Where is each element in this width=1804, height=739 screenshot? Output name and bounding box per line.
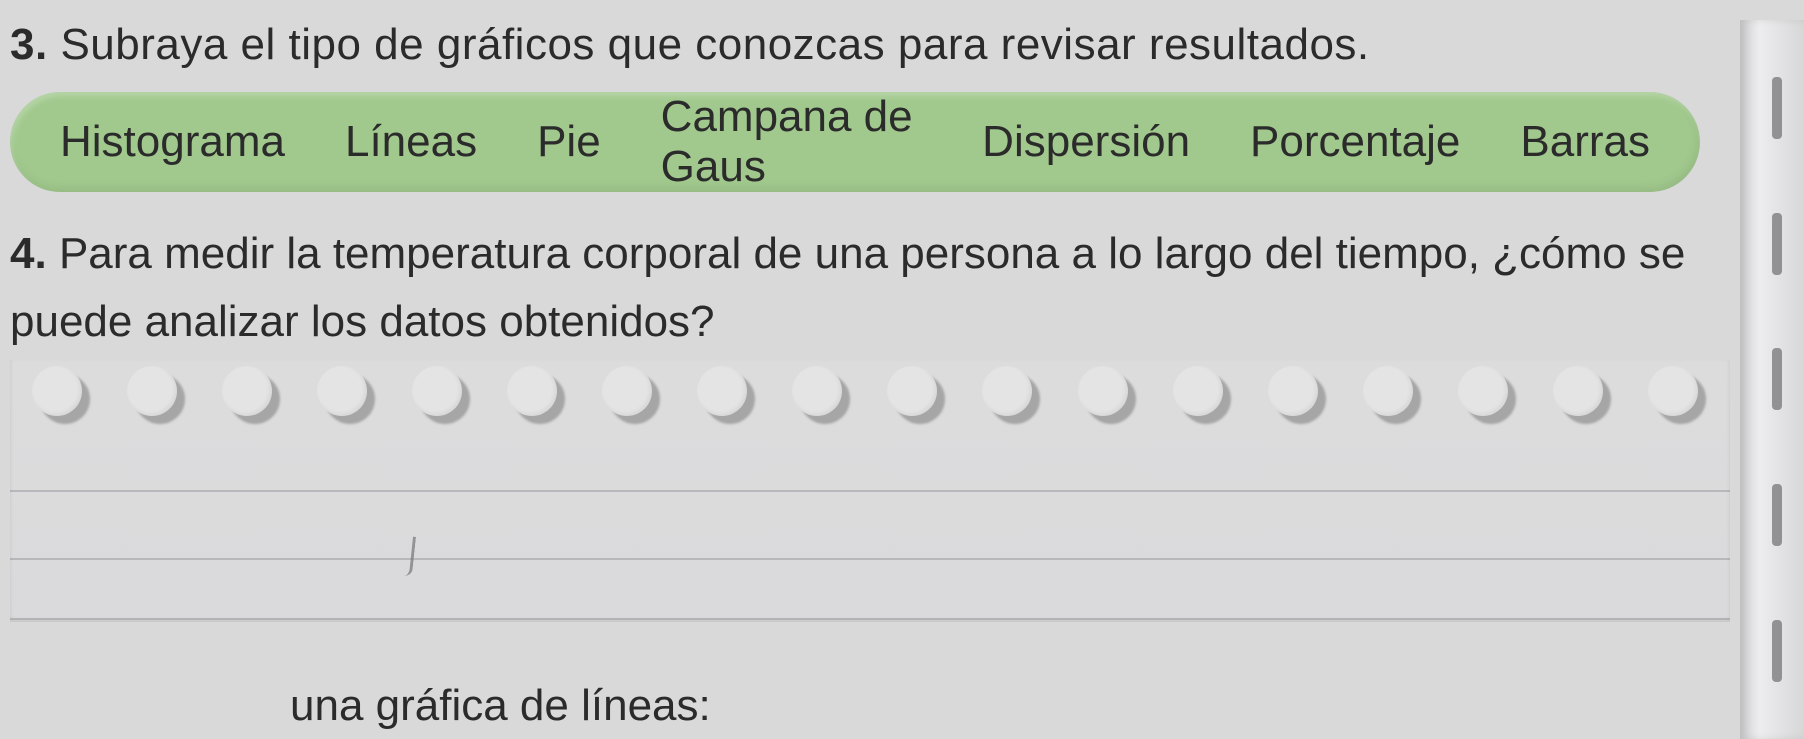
binder-dot [982, 366, 1042, 426]
adjacent-page-strip [1740, 20, 1804, 739]
stray-pen-mark [398, 536, 416, 577]
binder-dot [222, 366, 282, 426]
perforation-dash [1772, 620, 1782, 682]
option-pie: Pie [537, 117, 601, 167]
binder-dot [1268, 366, 1328, 426]
ruled-line [10, 558, 1730, 560]
binder-dot [887, 366, 947, 426]
next-page-partial-text: una gráfica de líneas: [290, 681, 711, 731]
binder-dot [507, 366, 567, 426]
option-campana: Campana de Gaus [661, 92, 923, 192]
binder-dot [602, 366, 662, 426]
binder-dot [1363, 366, 1423, 426]
option-dispersion: Dispersión [982, 117, 1190, 167]
q4-text: Para medir la temperatura corporal de un… [10, 229, 1685, 346]
binder-dot [412, 366, 472, 426]
binder-dot [1458, 366, 1518, 426]
perforation-dashes [1764, 20, 1792, 739]
option-porcentaje: Porcentaje [1250, 117, 1460, 167]
question-3: 3. Subraya el tipo de gráficos que conoz… [10, 20, 1740, 70]
binder-dot [1078, 366, 1138, 426]
binder-dot [317, 366, 377, 426]
binder-dots-row [32, 362, 1708, 430]
q3-number: 3. [10, 20, 48, 69]
binder-dot [697, 366, 757, 426]
answer-writing-area [10, 360, 1730, 622]
q4-number: 4. [10, 229, 47, 278]
binder-dot [1553, 366, 1613, 426]
perforation-dash [1772, 348, 1782, 410]
ruled-line [10, 618, 1730, 620]
perforation-dash [1772, 213, 1782, 275]
binder-dot [127, 366, 187, 426]
perforation-dash [1772, 484, 1782, 546]
binder-dot [32, 366, 92, 426]
binder-dot [792, 366, 852, 426]
question-4: 4. Para medir la temperatura corporal de… [10, 220, 1740, 356]
binder-dot [1648, 366, 1708, 426]
option-lineas: Líneas [345, 117, 477, 167]
chart-types-pill: Histograma Líneas Pie Campana de Gaus Di… [10, 92, 1700, 192]
worksheet-page: 3. Subraya el tipo de gráficos que conoz… [0, 20, 1740, 739]
option-barras: Barras [1520, 117, 1650, 167]
ruled-line [10, 490, 1730, 492]
q3-text: Subraya el tipo de gráficos que conozcas… [60, 20, 1369, 69]
binder-dot [1173, 366, 1233, 426]
perforation-dash [1772, 77, 1782, 139]
option-histograma: Histograma [60, 117, 285, 167]
